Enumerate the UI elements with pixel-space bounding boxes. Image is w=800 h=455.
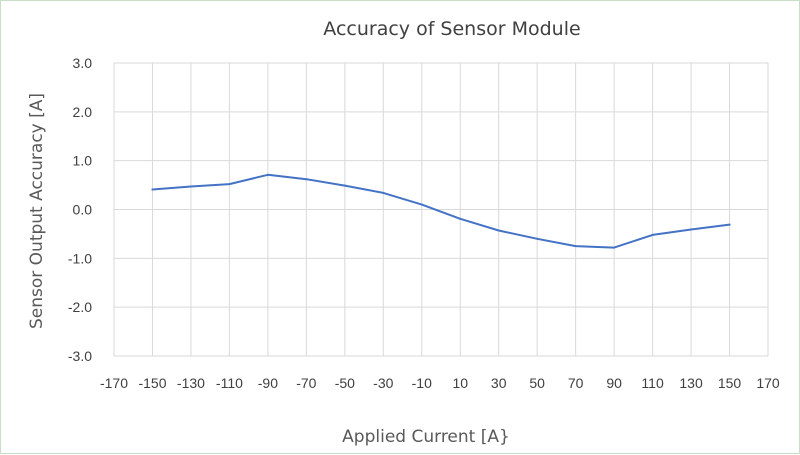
x-tick-label: -130 [177,375,205,391]
x-tick-label: -90 [258,375,278,391]
x-tick-label: 130 [679,375,703,391]
data-point [189,185,192,188]
x-tick-label: 110 [641,375,664,391]
data-point [613,246,616,249]
y-tick-label: 0.0 [73,202,93,218]
data-point [651,233,654,236]
data-point [420,203,423,206]
x-tick-label: -10 [412,375,432,391]
x-tick-label: -110 [216,375,243,391]
data-point [536,237,539,240]
data-point [228,183,231,186]
data-point [266,173,269,176]
x-tick-label: 30 [491,375,507,391]
x-tick-label: 170 [756,375,780,391]
series-line [151,173,731,249]
chart-title: Accuracy of Sensor Module [323,18,580,40]
data-point [574,245,577,248]
data-point [305,178,308,181]
data-point [459,217,462,220]
x-tick-label: 150 [718,375,742,391]
x-tick-label: 90 [606,375,622,391]
data-point [151,188,154,191]
x-tick-label: 70 [568,375,584,391]
x-axis-title: Applied Current [A} [342,427,510,447]
y-axis-title: Sensor Output Accuracy [A] [27,93,47,329]
y-tick-label: -3.0 [68,348,92,364]
data-point [690,228,693,231]
x-tick-label: -30 [373,375,393,391]
x-tick-label: -70 [296,375,316,391]
y-tick-label: -1.0 [68,250,92,266]
x-tick-label: 50 [529,375,545,391]
x-tick-label: -150 [138,375,166,391]
series-group [151,173,731,249]
data-point [343,184,346,187]
data-point [497,229,500,232]
x-tick-labels: -170 -150 -130 -110 -90 -70 -50 -30 -10 10 30 50 70 9… [100,375,780,391]
x-tick-label: 10 [452,375,468,391]
y-tick-label: 1.0 [73,153,93,169]
y-tick-label: -2.0 [68,299,92,315]
y-tick-label: 3.0 [73,55,93,71]
gridlines [113,62,769,357]
data-point [728,223,731,226]
x-tick-label: -50 [335,375,355,391]
y-tick-label: 2.0 [73,104,93,120]
y-tick-labels: 3.0 2.0 1.0 0.0 -1.0 -2.0 -3.0 [68,55,92,364]
x-tick-label: -170 [100,375,128,391]
data-point [382,191,385,194]
